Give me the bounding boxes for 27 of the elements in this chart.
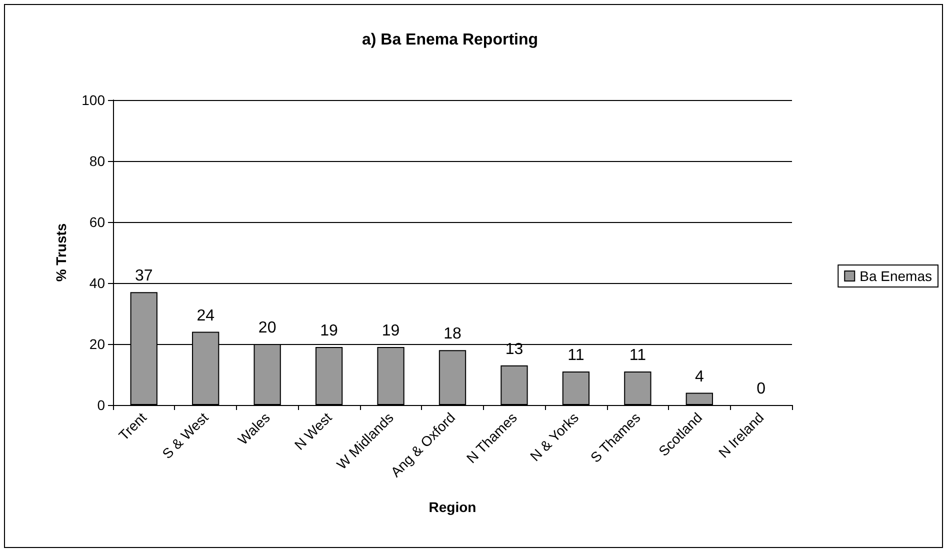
bar bbox=[500, 365, 528, 405]
data-label: 24 bbox=[196, 307, 215, 324]
y-tick-label: 80 bbox=[89, 153, 106, 169]
data-label: 4 bbox=[694, 368, 704, 386]
data-label: 18 bbox=[444, 326, 462, 343]
data-label: 11 bbox=[629, 346, 646, 364]
chart-title: a) Ba Enema Reporting bbox=[362, 32, 538, 48]
legend-label: Ba Enemas bbox=[860, 268, 932, 284]
y-tick-label: 40 bbox=[89, 275, 106, 291]
bar bbox=[315, 347, 343, 405]
data-label: 19 bbox=[382, 322, 400, 340]
y-tick-label: 100 bbox=[82, 92, 106, 108]
data-label: 0 bbox=[756, 380, 766, 398]
y-tick-label: 0 bbox=[97, 397, 106, 413]
y-axis-title: % Trusts bbox=[53, 223, 69, 282]
bar bbox=[377, 347, 404, 405]
y-tick-label: 60 bbox=[89, 214, 106, 230]
bar bbox=[562, 371, 590, 405]
bar bbox=[686, 392, 713, 405]
y-tick-label: 20 bbox=[89, 336, 106, 352]
data-label: 11 bbox=[568, 346, 584, 364]
bar bbox=[438, 350, 466, 405]
x-axis-title: Region bbox=[428, 499, 476, 515]
data-label: 19 bbox=[320, 322, 338, 340]
data-label: 20 bbox=[258, 320, 276, 336]
data-label: 37 bbox=[134, 268, 153, 285]
bar bbox=[624, 371, 652, 405]
